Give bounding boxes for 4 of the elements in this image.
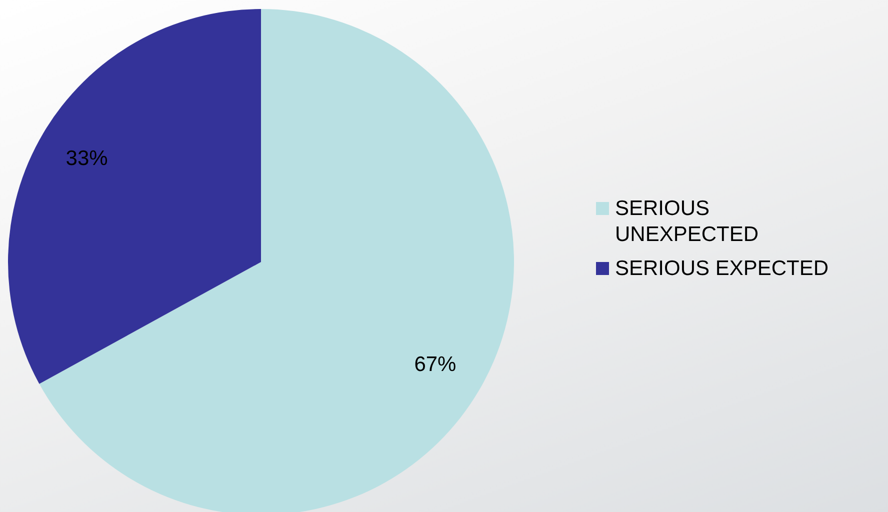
legend-label: SERIOUS EXPECTED xyxy=(615,256,830,282)
data-label: 33% xyxy=(66,146,108,170)
legend-label: SERIOUS UNEXPECTED xyxy=(615,196,760,248)
data-label: 67% xyxy=(414,352,456,376)
